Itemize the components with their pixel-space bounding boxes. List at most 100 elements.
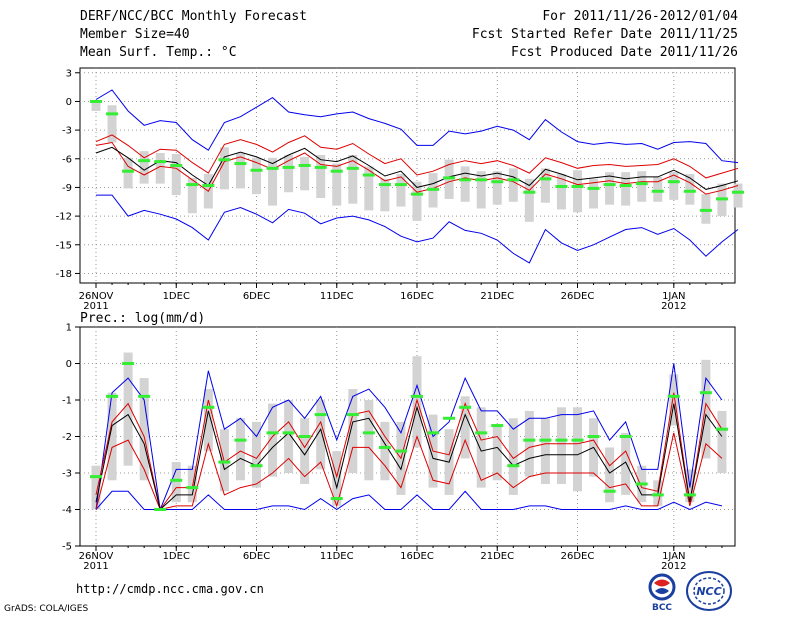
median-marker [411,192,423,196]
spread-box [524,178,534,222]
y-tick-label: -15 [56,240,72,251]
median-marker [651,189,664,193]
spread-box [348,154,358,204]
x-tick-label: 26NOV [79,291,114,302]
spread-box [316,400,326,470]
member-size: Member Size=40 [80,27,190,42]
spread-box [605,172,615,205]
median-marker [218,460,231,464]
median-marker [475,431,488,435]
median-marker [523,438,536,442]
ncc-logo-text: NCC [696,585,721,598]
median-marker [427,187,440,191]
x-tick-label: 1JAN [662,291,685,302]
spread-box [187,177,197,214]
median-marker [459,405,472,409]
spread-box [300,418,310,484]
x-tick-year: 2012 [661,301,686,312]
max-line [96,194,739,264]
temp-panel-title: Mean Surf. Temp.: °C [80,45,237,60]
y-tick-label: -12 [56,212,72,223]
median-marker [314,413,327,417]
median-marker [699,391,712,395]
median-marker [378,445,391,449]
median-marker [106,112,119,116]
median-marker [394,183,407,187]
median-marker [635,482,648,486]
mean-line [95,146,739,190]
x-tick-year: 2012 [661,561,686,572]
median-marker [619,184,632,188]
spread-box [91,465,101,510]
spread-box [621,172,631,206]
median-marker [330,169,343,173]
spread-box [268,157,278,206]
spread-box [123,352,133,466]
x-tick-label: 21DEC [480,291,514,302]
spread-box [717,410,727,473]
spread-box [364,166,374,211]
median-marker [635,182,648,186]
median-marker [234,438,247,442]
header-left: DERF/NCC/BCC Monthly Forecast Member Siz… [80,8,307,62]
spread-box [348,389,358,473]
median-marker [411,394,423,398]
median-marker [603,183,616,187]
max-line [95,363,723,512]
spread-box [155,153,165,184]
spread-box [123,157,133,189]
median-marker [298,163,311,167]
spread-box [235,418,245,481]
median-marker [362,173,375,177]
x-tick-label: 1DEC [163,291,190,302]
y-tick-label: -5 [62,542,72,553]
lower-line [95,432,723,511]
median-marker [539,177,552,181]
spread-box [139,378,149,481]
median-marker [314,165,327,169]
y-tick-label: 1 [66,323,72,334]
spread-box [300,156,310,191]
median-marker [218,158,231,162]
spread-box [316,154,326,198]
median-marker [154,508,167,511]
median-marker [234,162,247,166]
spread-box [364,400,374,481]
spread-box [685,174,695,205]
median-marker [378,183,391,187]
median-marker [459,178,472,182]
median-marker [443,416,456,420]
spread-box [573,407,582,492]
median-marker [138,394,151,398]
spread-box [605,447,615,503]
median-marker [683,493,696,497]
median-marker [154,160,167,164]
median-marker [507,178,520,182]
spread-box [219,147,229,190]
source-url[interactable]: http://cmdp.ncc.cma.gov.cn [76,582,264,596]
median-marker [90,99,102,103]
y-tick-label: -2 [62,432,72,443]
spread-box [653,176,663,202]
spread-box [733,183,743,208]
spread-box [701,359,711,459]
x-tick-label: 21DEC [480,551,514,562]
median-marker [186,183,199,187]
y-tick-label: -3 [62,126,72,137]
spread-box [252,157,261,195]
bcc-logo-text: BCC [652,603,672,612]
median-marker [170,478,183,482]
median-marker [507,464,520,468]
x-tick-label: 6DEC [243,291,270,302]
spread-box [396,174,406,207]
spread-box [203,389,213,452]
y-tick-label: 3 [66,68,72,79]
median-marker [555,438,568,442]
x-tick-label: 26NOV [79,551,114,562]
x-tick-label: 26DEC [561,291,595,302]
upper-line [95,392,723,511]
median-marker [250,168,263,172]
spread-box [556,174,566,210]
